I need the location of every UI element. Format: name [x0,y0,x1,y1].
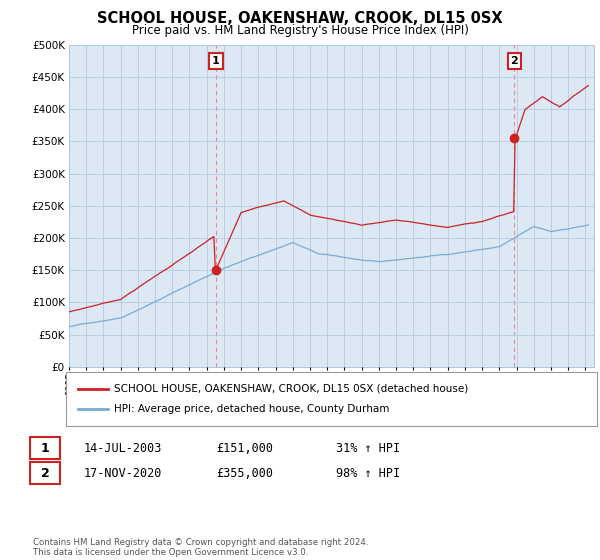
Text: 98% ↑ HPI: 98% ↑ HPI [336,466,400,480]
Text: 17-NOV-2020: 17-NOV-2020 [84,466,163,480]
Text: HPI: Average price, detached house, County Durham: HPI: Average price, detached house, Coun… [114,404,389,414]
Text: 1: 1 [212,56,220,66]
Text: £151,000: £151,000 [216,441,273,455]
Text: 1: 1 [41,441,49,455]
Text: SCHOOL HOUSE, OAKENSHAW, CROOK, DL15 0SX: SCHOOL HOUSE, OAKENSHAW, CROOK, DL15 0SX [97,11,503,26]
Text: Price paid vs. HM Land Registry's House Price Index (HPI): Price paid vs. HM Land Registry's House … [131,24,469,37]
Text: Contains HM Land Registry data © Crown copyright and database right 2024.
This d: Contains HM Land Registry data © Crown c… [33,538,368,557]
Text: 31% ↑ HPI: 31% ↑ HPI [336,441,400,455]
Text: SCHOOL HOUSE, OAKENSHAW, CROOK, DL15 0SX (detached house): SCHOOL HOUSE, OAKENSHAW, CROOK, DL15 0SX… [114,384,468,394]
Text: 2: 2 [41,466,49,480]
Text: 14-JUL-2003: 14-JUL-2003 [84,441,163,455]
Text: £355,000: £355,000 [216,466,273,480]
Text: 2: 2 [511,56,518,66]
